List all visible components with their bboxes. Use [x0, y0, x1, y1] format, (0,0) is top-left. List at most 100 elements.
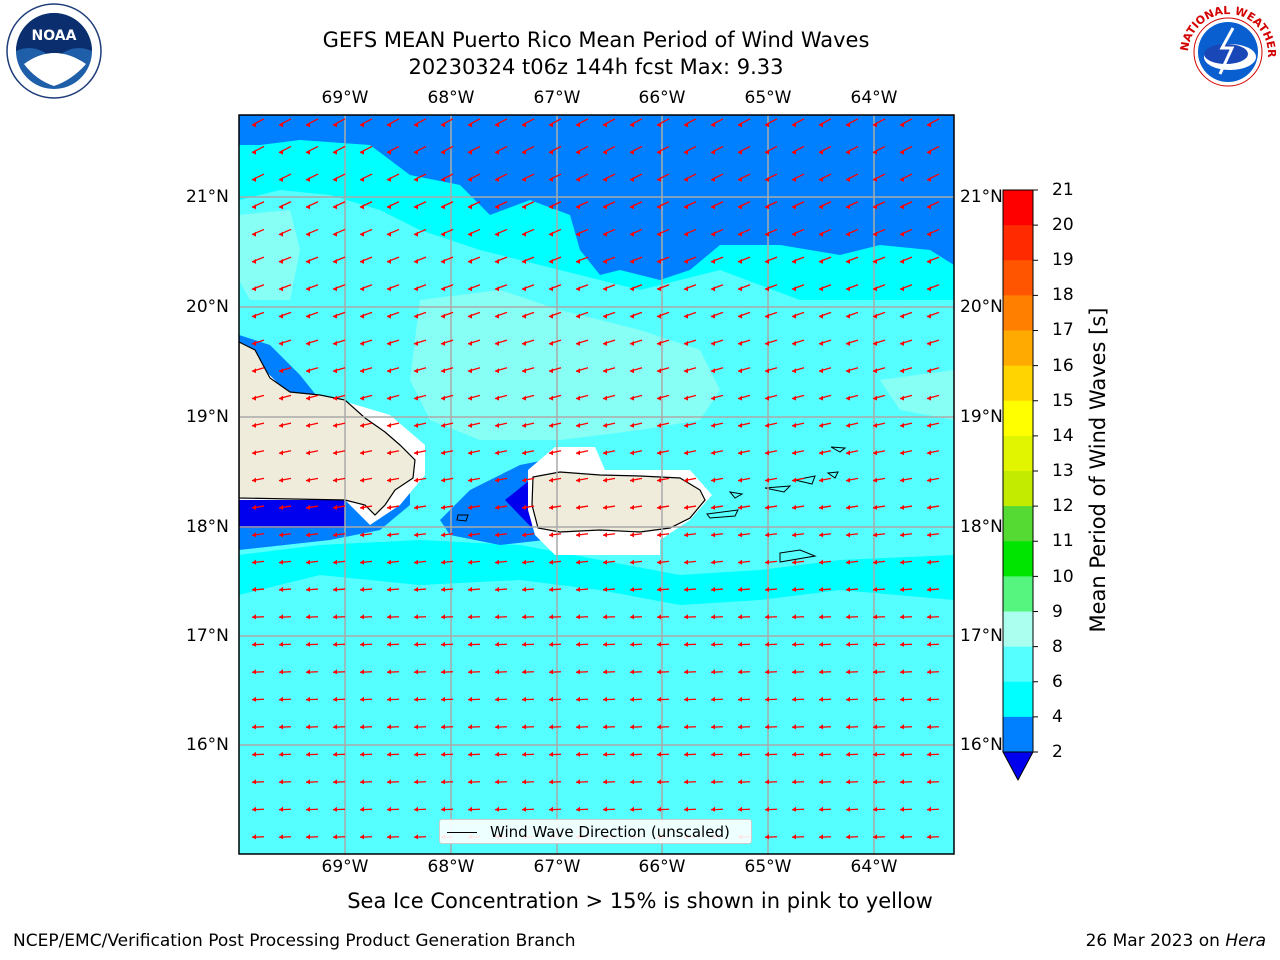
wave-direction-arrowhead	[252, 751, 256, 757]
lat-label-left: 19°N	[186, 407, 229, 427]
wave-direction-arrowhead	[576, 614, 580, 620]
wave-direction-arrowhead	[387, 586, 391, 592]
wave-direction-arrowhead	[630, 504, 634, 510]
wave-direction-arrowhead	[495, 422, 499, 428]
wave-direction-arrowhead	[846, 231, 850, 237]
wave-direction-arrowhead	[522, 340, 526, 346]
wave-direction-arrowhead	[603, 532, 607, 538]
wave-direction-arrowhead	[927, 641, 931, 647]
wave-direction-arrowhead	[576, 641, 580, 647]
wave-direction-arrowhead	[819, 751, 823, 757]
wave-direction-arrowhead	[684, 149, 688, 155]
wave-direction-arrowhead	[360, 422, 364, 428]
wave-direction-arrowhead	[765, 779, 769, 785]
wave-direction-arrowhead	[792, 834, 796, 840]
wave-direction-arrowhead	[927, 231, 931, 237]
wave-direction-arrowhead	[846, 504, 850, 510]
wave-direction-arrowhead	[252, 450, 256, 456]
wave-direction-arrowhead	[819, 477, 823, 483]
wave-direction-arrowhead	[819, 696, 823, 702]
wave-direction-arrowhead	[387, 422, 391, 428]
wave-direction-arrowhead	[576, 422, 580, 428]
wave-direction-arrowhead	[792, 450, 796, 456]
wave-direction-arrowhead	[603, 149, 607, 155]
colorbar-label: Mean Period of Wind Waves [s]	[1086, 307, 1110, 633]
nws-logo: NATIONAL WEATHER SERVICE	[1178, 2, 1278, 98]
hispaniola-land	[239, 341, 416, 516]
wave-direction-arrowhead	[441, 559, 445, 565]
colorbar-segment	[1003, 190, 1033, 226]
wave-direction-arrowhead	[576, 122, 580, 128]
wave-direction-arrowhead	[333, 641, 337, 647]
wave-direction-arrowhead	[549, 395, 553, 401]
wave-direction-arrowhead	[387, 122, 391, 128]
wave-direction-arrowhead	[927, 313, 931, 319]
wave-direction-arrowhead	[576, 751, 580, 757]
wave-direction-arrowhead	[846, 751, 850, 757]
wave-direction-arrowhead	[387, 204, 391, 210]
wave-direction-arrowhead	[900, 450, 904, 456]
wave-direction-arrowhead	[900, 751, 904, 757]
wave-direction-arrowhead	[333, 806, 337, 812]
wave-direction-arrowhead	[306, 395, 310, 401]
wave-direction-arrowhead	[603, 669, 607, 675]
lon-label-top: 65°W	[744, 88, 792, 108]
wave-direction-arrowhead	[549, 477, 553, 483]
wave-direction-arrowhead	[441, 450, 445, 456]
wave-direction-arrowhead	[441, 806, 445, 812]
wave-direction-arrowhead	[306, 450, 310, 456]
wave-direction-arrowhead	[684, 696, 688, 702]
wave-direction-arrowhead	[900, 641, 904, 647]
wave-direction-arrowhead	[711, 149, 715, 155]
map-area	[239, 115, 954, 854]
wave-direction-arrowhead	[252, 834, 256, 840]
wave-direction-arrowhead	[279, 450, 283, 456]
wave-direction-arrowhead	[414, 751, 418, 757]
wave-direction-arrowhead	[927, 751, 931, 757]
wave-direction-arrowhead	[387, 614, 391, 620]
wave-direction-arrowhead	[522, 724, 526, 730]
wave-direction-arrowhead	[819, 286, 823, 292]
wave-direction-arrowhead	[711, 313, 715, 319]
wave-direction-arrowhead	[387, 779, 391, 785]
wave-direction-arrowhead	[441, 204, 445, 210]
wave-direction-arrowhead	[252, 641, 256, 647]
lon-label-top: 67°W	[533, 88, 581, 108]
wave-direction-arrowhead	[414, 422, 418, 428]
wave-direction-arrowhead	[711, 258, 715, 264]
wave-direction-arrowhead	[306, 286, 310, 292]
wave-direction-arrowhead	[765, 286, 769, 292]
wave-direction-arrowhead	[360, 204, 364, 210]
wave-direction-arrowhead	[630, 286, 634, 292]
wave-direction-arrowhead	[765, 669, 769, 675]
wave-direction-arrowhead	[792, 176, 796, 182]
wave-direction-arrowhead	[630, 779, 634, 785]
wave-direction-arrowhead	[873, 751, 877, 757]
wave-direction-arrowhead	[522, 286, 526, 292]
wave-direction-arrowhead	[522, 532, 526, 538]
wave-direction-arrowhead	[441, 422, 445, 428]
wave-direction-arrowhead	[603, 231, 607, 237]
wave-direction-arrowhead	[819, 122, 823, 128]
wave-direction-arrowhead	[819, 368, 823, 374]
wave-direction-arrowhead	[657, 286, 661, 292]
wave-direction-arrowhead	[711, 122, 715, 128]
wave-direction-arrowhead	[684, 450, 688, 456]
wave-direction-arrowhead	[684, 559, 688, 565]
wave-direction-arrowhead	[576, 149, 580, 155]
wave-direction-arrowhead	[657, 422, 661, 428]
wave-direction-arrowhead	[711, 696, 715, 702]
wave-direction-arrowhead	[873, 422, 877, 428]
colorbar-segment	[1003, 471, 1033, 507]
wave-direction-arrowhead	[495, 614, 499, 620]
wave-direction-arrowhead	[468, 122, 472, 128]
lon-label-top: 64°W	[850, 88, 898, 108]
wave-direction-arrowhead	[468, 559, 472, 565]
lat-label-right: 19°N	[960, 407, 1003, 427]
wave-direction-arrowhead	[333, 313, 337, 319]
wave-direction-arrowhead	[306, 806, 310, 812]
wave-direction-arrowhead	[900, 368, 904, 374]
wave-direction-arrowhead	[576, 669, 580, 675]
wave-direction-arrowhead	[765, 751, 769, 757]
colorbar-segment	[1003, 365, 1033, 402]
